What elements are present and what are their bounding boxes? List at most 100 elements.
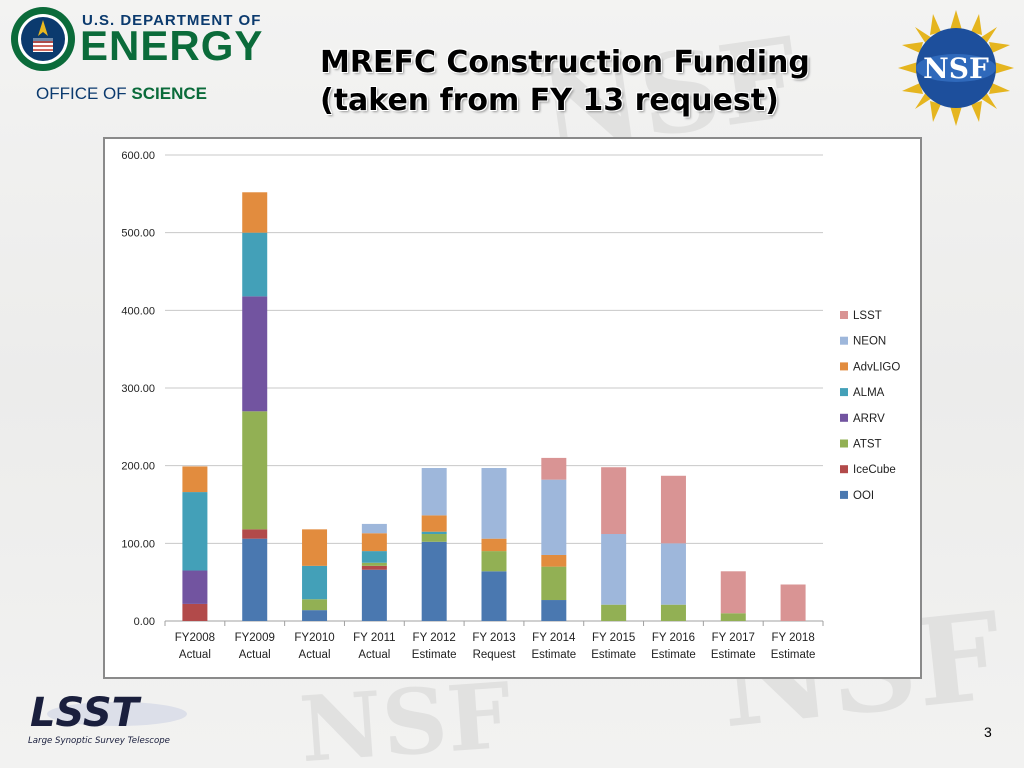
slide-title-line1: MREFC Construction Funding xyxy=(320,45,810,80)
page-number: 3 xyxy=(984,724,992,740)
bar-segment xyxy=(361,533,387,552)
bar-segment xyxy=(302,565,328,600)
slide-title-line2: (taken from FY 13 request) xyxy=(320,83,779,118)
legend-swatch xyxy=(840,439,848,448)
x-tick-label: FY2010 xyxy=(294,632,334,644)
legend-swatch xyxy=(840,388,848,397)
x-tick-label: FY 2011 xyxy=(353,632,395,644)
nsf-logo-text: NSF xyxy=(923,52,989,85)
bar-segment xyxy=(601,467,627,535)
bar-segment xyxy=(481,538,507,552)
lsst-logo-icon: LSST Large Synoptic Survey Telescope xyxy=(28,690,187,746)
bar-segment xyxy=(720,571,746,614)
bar-segment xyxy=(302,599,328,611)
x-tick-label: Actual xyxy=(358,649,390,661)
doe-seal-icon xyxy=(11,7,75,71)
y-tick-label: 0.00 xyxy=(134,616,155,628)
bar-segment xyxy=(242,529,268,539)
legend-label: IceCube xyxy=(853,464,896,476)
x-tick-label: FY 2014 xyxy=(532,632,576,644)
bar-segment xyxy=(242,232,268,297)
bar-segment xyxy=(481,551,507,572)
legend-swatch xyxy=(840,362,848,371)
legend-label: ATST xyxy=(853,439,882,451)
chart-panel: 0.00 100.00 200.00 300.00 400.00 500.00 600.00… xyxy=(103,137,922,679)
legend-swatch xyxy=(840,465,848,474)
bar-segment xyxy=(660,475,686,544)
y-tick-label: 500.00 xyxy=(121,228,155,240)
bar-segment xyxy=(242,538,268,621)
y-tick-label: 200.00 xyxy=(121,461,155,473)
bar-segment xyxy=(421,515,447,532)
x-tick-label: FY 2017 xyxy=(712,632,755,644)
bar-segment xyxy=(421,541,447,621)
x-tick-label: Actual xyxy=(179,649,211,661)
bar-segment xyxy=(361,562,387,566)
slide-title: MREFC Construction Funding (taken from F… xyxy=(320,44,880,120)
y-axis-ticks: 0.00 100.00 200.00 300.00 400.00 500.00 600.00 xyxy=(121,150,155,628)
bar-segment xyxy=(182,466,208,493)
bar-segment xyxy=(720,613,746,621)
x-tick-label: Actual xyxy=(299,649,331,661)
x-tick-label: Estimate xyxy=(711,649,756,661)
doe-energy-text: ENERGY xyxy=(80,22,264,69)
bar-segment xyxy=(421,531,447,535)
x-tick-label: Actual xyxy=(239,649,271,661)
bar-segment xyxy=(541,566,567,601)
bar-segment xyxy=(361,565,387,570)
bar-segment xyxy=(481,467,507,539)
legend-swatch xyxy=(840,413,848,422)
lsst-logo-wordmark: LSST xyxy=(30,690,142,736)
y-tick-label: 100.00 xyxy=(121,538,155,550)
bar-segment xyxy=(601,534,627,605)
x-tick-label: FY 2015 xyxy=(592,632,635,644)
bar-segment xyxy=(302,610,328,621)
bar-segment xyxy=(780,584,806,621)
legend-label: AdvLIGO xyxy=(853,361,900,373)
bar-segment xyxy=(541,457,567,480)
legend-label: ALMA xyxy=(853,387,885,399)
bar-segment xyxy=(601,604,627,621)
doe-department-text: U.S. DEPARTMENT OF xyxy=(82,12,262,29)
bar-segment xyxy=(660,604,686,621)
legend-label: NEON xyxy=(853,336,886,348)
x-tick-label: Estimate xyxy=(651,649,696,661)
x-tick-label: Estimate xyxy=(531,649,576,661)
bar-segment xyxy=(242,296,268,412)
x-tick-label: FY2008 xyxy=(175,632,215,644)
legend-label: LSST xyxy=(853,310,882,322)
bar-segment xyxy=(242,192,268,233)
bar-segment xyxy=(421,467,447,516)
x-tick-label: FY 2012 xyxy=(413,632,456,644)
x-tick-label: Estimate xyxy=(771,649,816,661)
bar-segment xyxy=(182,603,208,621)
bar-segment xyxy=(541,479,567,555)
legend: LSST NEON AdvLIGO ALMA ARRV ATST IceCube OOI xyxy=(840,310,900,502)
bar-segment xyxy=(481,571,507,621)
x-tick-label: Request xyxy=(473,649,517,661)
bar-segment xyxy=(302,529,328,566)
legend-swatch xyxy=(840,490,848,499)
lsst-logo-tagline: Large Synoptic Survey Telescope xyxy=(28,736,170,746)
x-tick-label: FY 2013 xyxy=(472,632,515,644)
doe-logo: U.S. DEPARTMENT OF ENERGY OFFICE OF SCIE… xyxy=(4,4,274,104)
bar-segment xyxy=(182,570,208,604)
x-tick-label: FY 2018 xyxy=(771,632,814,644)
legend-swatch xyxy=(840,336,848,345)
y-tick-label: 400.00 xyxy=(121,305,155,317)
x-tick-label: FY2009 xyxy=(235,632,275,644)
legend-label: OOI xyxy=(853,490,874,502)
bar-segment xyxy=(361,523,387,534)
x-tick-label: Estimate xyxy=(591,649,636,661)
bar-segment xyxy=(361,569,387,621)
y-tick-label: 300.00 xyxy=(121,383,155,395)
x-tick-label: Estimate xyxy=(412,649,457,661)
bar-segment xyxy=(421,534,447,542)
bar-segment xyxy=(541,600,567,621)
bars xyxy=(182,192,806,621)
x-tick-label: FY 2016 xyxy=(652,632,695,644)
bar-segment xyxy=(541,554,567,567)
stacked-bar-chart: 0.00 100.00 200.00 300.00 400.00 500.00 600.00… xyxy=(121,150,900,661)
x-axis-ticks: FY2008 Actual FY2009 Actual FY2010 Actual FY 2… xyxy=(164,621,824,661)
lsst-logo: LSST Large Synoptic Survey Telescope xyxy=(22,688,212,748)
